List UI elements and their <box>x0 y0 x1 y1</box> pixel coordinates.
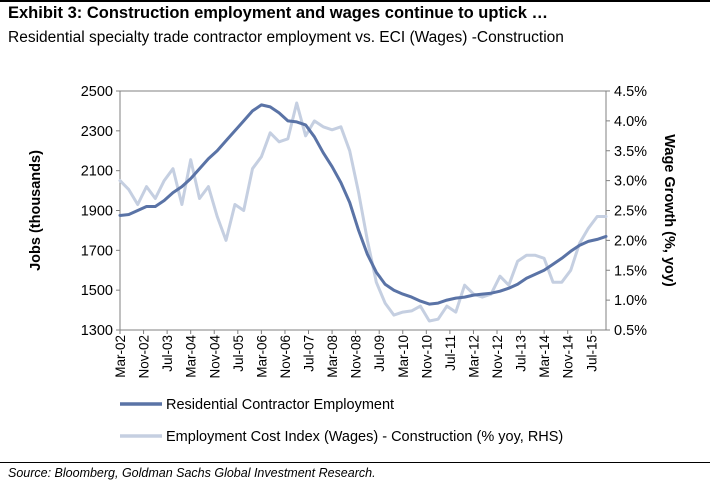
legend-label: Residential Contractor Employment <box>166 397 394 413</box>
y2-tick-label: 0.5% <box>614 323 647 339</box>
legend-employment: Residential Contractor Employment <box>120 397 394 413</box>
legend-label: Employment Cost Index (Wages) - Construc… <box>166 429 563 445</box>
x-tick-label: Mar-08 <box>325 335 340 378</box>
y-tick-label: 2100 <box>81 164 113 180</box>
x-tick-label: Jul-07 <box>302 335 317 372</box>
x-tick-label: Nov-08 <box>349 335 364 379</box>
y2-tick-label: 4.5% <box>614 84 647 100</box>
y2-tick-label: 2.0% <box>614 233 647 249</box>
y2-axis-title: Wage Growth (%, yoy) <box>661 134 677 287</box>
y-tick-label: 1300 <box>81 323 113 339</box>
x-tick-label: Nov-02 <box>137 335 152 379</box>
legend-eci: Employment Cost Index (Wages) - Construc… <box>120 429 563 445</box>
x-tick-label: Nov-04 <box>207 335 222 379</box>
x-tick-label: Mar-04 <box>184 335 199 378</box>
x-tick-label: Jul-03 <box>160 335 175 372</box>
x-tick-label: Jul-09 <box>372 335 387 372</box>
y2-tick-label: 2.5% <box>614 204 647 220</box>
x-tick-label: Mar-14 <box>537 335 552 378</box>
chart-series <box>118 101 608 323</box>
chart-canvas: 1300 1500 1700 1900 2100 2300 2500 0.5% 1.0% 1.5%… <box>28 84 677 445</box>
chart-title: Exhibit 3: Construction employment and w… <box>8 4 548 22</box>
series-line-eci <box>118 101 608 323</box>
y2-tick-label: 1.0% <box>614 293 647 309</box>
y-tick-label: 2300 <box>81 124 113 140</box>
top-rule <box>0 0 710 2</box>
y2-tick-label: 3.0% <box>614 174 647 190</box>
x-tick-label: Mar-02 <box>113 335 128 378</box>
source-note: Source: Bloomberg, Goldman Sachs Global … <box>8 466 376 480</box>
y2-tick-label: 3.5% <box>614 144 647 160</box>
chart-subtitle: Residential specialty trade contractor e… <box>8 29 564 46</box>
x-tick-label: Nov-06 <box>278 335 293 379</box>
series-line-employment <box>118 103 608 306</box>
chart-legend: Residential Contractor Employment Employm… <box>120 397 563 445</box>
y-axis-title: Jobs (thousands) <box>28 150 44 271</box>
y-tick-label: 1500 <box>81 283 113 299</box>
x-tick-label: Jul-15 <box>584 335 599 372</box>
x-tick-label: Mar-10 <box>396 335 411 378</box>
y2-tick-label: 4.0% <box>614 114 647 130</box>
x-tick-label: Jul-05 <box>231 335 246 372</box>
y-tick-label: 1900 <box>81 204 113 220</box>
bottom-rule <box>0 462 710 463</box>
chart-axes: 1300 1500 1700 1900 2100 2300 2500 0.5% 1.0% 1.5%… <box>28 84 677 379</box>
x-tick-label: Nov-10 <box>419 335 434 379</box>
x-tick-label: Mar-12 <box>466 335 481 378</box>
x-tick-label: Jul-13 <box>514 335 529 372</box>
x-tick-label: Jul-11 <box>443 335 458 371</box>
y-tick-label: 1700 <box>81 243 113 259</box>
y2-tick-label: 1.5% <box>614 263 647 279</box>
y-tick-label: 2500 <box>81 84 113 100</box>
x-tick-label: Nov-14 <box>561 335 576 379</box>
x-tick-label: Nov-12 <box>490 335 505 379</box>
x-tick-label: Mar-06 <box>254 335 269 378</box>
